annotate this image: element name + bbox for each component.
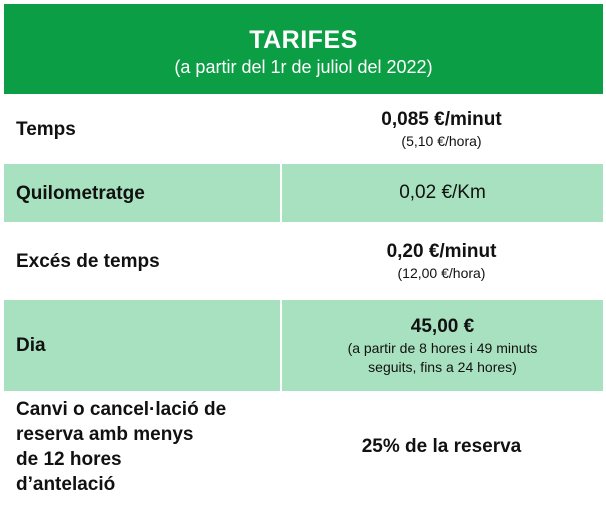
price-note: (5,10 €/hora)	[401, 132, 482, 149]
row-label-line: de 12 hores	[16, 449, 122, 470]
row-value-cell: 45,00 € (a partir de 8 hores i 49 minuts…	[280, 300, 603, 391]
table-row-temps: Temps 0,085 €/minut (5,10 €/hora)	[4, 94, 603, 164]
row-label: Excés de temps	[16, 250, 160, 272]
row-label: Dia	[16, 335, 46, 356]
row-label: Temps	[16, 118, 76, 140]
price-value: 0,20 €/minut	[386, 240, 497, 262]
row-value-cell: 0,02 €/Km	[280, 164, 603, 222]
table-header: TARIFES (a partir del 1r de juliol del 2…	[4, 4, 603, 94]
row-label-line: Canvi o cancel·lació de	[16, 399, 227, 420]
row-value-cell: 0,20 €/minut (12,00 €/hora)	[280, 222, 603, 300]
tariffs-table: TARIFES (a partir del 1r de juliol del 2…	[4, 4, 603, 503]
row-value-cell: 25% de la reserva	[280, 391, 603, 503]
price-note-line: (a partir de 8 hores i 49 minuts	[347, 339, 538, 356]
price-value: 0,085 €/minut	[381, 108, 502, 130]
price-note: (12,00 €/hora)	[397, 264, 486, 281]
header-title: TARIFES	[249, 26, 358, 54]
row-value-cell: 0,085 €/minut (5,10 €/hora)	[280, 94, 603, 164]
table-row-canvi-cancellacio: Canvi o cancel·lació de reserva amb meny…	[4, 391, 603, 503]
price-value: 0,02 €/Km	[399, 182, 486, 203]
row-label: Canvi o cancel·lació de reserva amb meny…	[4, 391, 280, 503]
price-note-line: seguits, fins a 24 hores)	[368, 358, 517, 375]
price-value: 45,00 €	[410, 315, 475, 337]
header-subtitle: (a partir del 1r de juliol del 2022)	[174, 57, 433, 77]
row-label-line: d’antelació	[16, 474, 116, 495]
row-label: Quilometratge	[16, 182, 145, 204]
table-row-quilometratge: Quilometratge 0,02 €/Km	[4, 164, 603, 222]
table-row-exces-de-temps: Excés de temps 0,20 €/minut (12,00 €/hor…	[4, 222, 603, 300]
table-row-dia: Dia 45,00 € (a partir de 8 hores i 49 mi…	[4, 300, 603, 391]
row-label-line: reserva amb menys	[16, 424, 194, 445]
price-value: 25% de la reserva	[361, 436, 522, 457]
